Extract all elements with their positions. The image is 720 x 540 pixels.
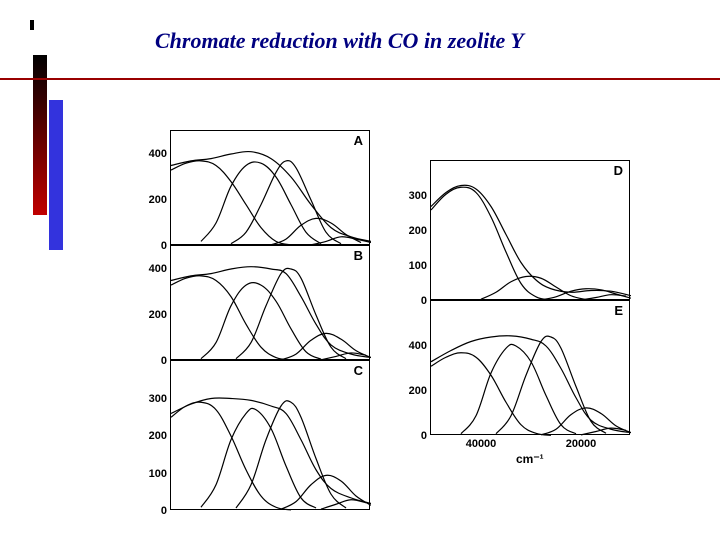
ytick: 200 <box>141 309 167 321</box>
spectrum-curves-A <box>171 131 371 246</box>
curve <box>171 151 371 241</box>
curve <box>481 276 586 299</box>
spectrum-curves-D <box>431 161 631 301</box>
xtick: 40000 <box>466 438 497 450</box>
ytick: 100 <box>401 260 427 272</box>
x-axis-label: cm⁻¹ <box>516 452 544 466</box>
ytick: 400 <box>141 263 167 275</box>
ytick: 300 <box>141 393 167 405</box>
curve <box>431 336 631 433</box>
ytick: 100 <box>141 468 167 480</box>
curve <box>236 401 346 508</box>
ytick: 300 <box>401 190 427 202</box>
curve <box>201 162 321 244</box>
curve <box>236 268 346 358</box>
curve <box>431 185 631 296</box>
ytick: 0 <box>141 505 167 517</box>
curve <box>431 187 551 300</box>
curve <box>171 267 371 358</box>
ytick: 400 <box>401 340 427 352</box>
xtick: 20000 <box>566 438 597 450</box>
panel-E: E02004004000020000cm⁻¹ <box>430 300 630 435</box>
decor-bar-0 <box>30 20 34 30</box>
curve <box>461 344 576 433</box>
ytick: 0 <box>401 430 427 442</box>
ytick: 0 <box>141 355 167 367</box>
title-rule <box>0 78 720 80</box>
curve <box>496 336 606 434</box>
curve <box>171 402 291 510</box>
spectrum-curves-B <box>171 246 371 361</box>
ytick: 200 <box>141 430 167 442</box>
panel-C: C0100200300 <box>170 360 370 510</box>
spectrum-curves-E <box>431 301 631 436</box>
ytick: 0 <box>141 240 167 252</box>
panel-B: B0200400 <box>170 245 370 360</box>
curve <box>171 398 371 504</box>
ytick: 400 <box>141 148 167 160</box>
curve <box>281 475 371 509</box>
ytick: 200 <box>401 385 427 397</box>
decor-bar-2 <box>49 100 63 250</box>
ytick: 200 <box>401 225 427 237</box>
ytick: 0 <box>401 295 427 307</box>
curve <box>321 500 366 509</box>
panel-A: A0200400 <box>170 130 370 245</box>
ytick: 200 <box>141 194 167 206</box>
panel-D: D0100200300 <box>430 160 630 300</box>
page-title: Chromate reduction with CO in zeolite Y <box>155 28 524 54</box>
spectrum-curves-C <box>171 361 371 511</box>
curve <box>231 161 341 244</box>
